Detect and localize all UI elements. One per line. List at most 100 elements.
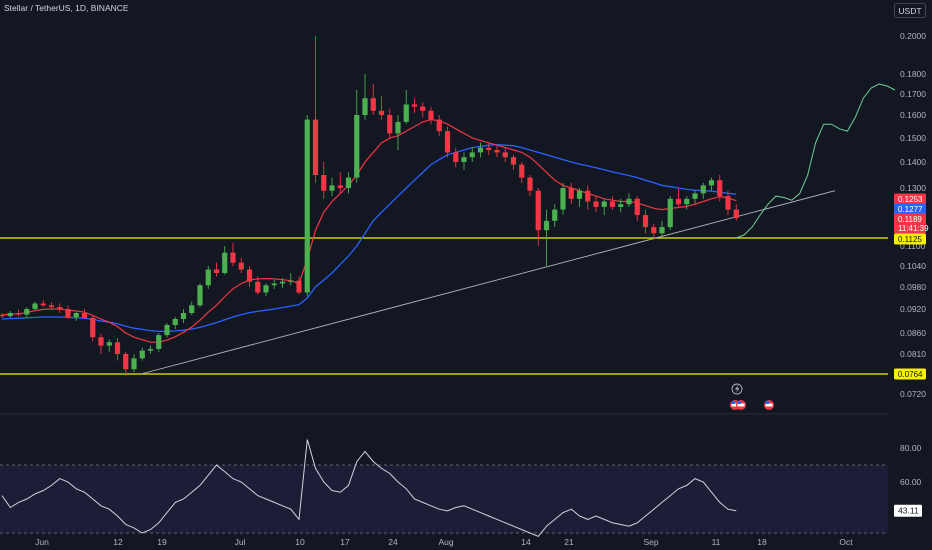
candle-body xyxy=(90,317,96,338)
candle-body xyxy=(667,198,673,228)
candle-body xyxy=(123,354,129,370)
rsi-tick-label: 80.00 xyxy=(900,443,922,453)
us-flag-icon[interactable] xyxy=(764,400,774,410)
event-icons[interactable] xyxy=(730,383,774,410)
candle-body xyxy=(362,98,368,115)
candle-body xyxy=(733,209,739,218)
candle-body xyxy=(156,335,162,349)
candle-body xyxy=(477,147,484,153)
candle-body xyxy=(73,313,79,317)
support-levels xyxy=(0,237,888,375)
candle-body xyxy=(48,305,55,308)
candle-body xyxy=(98,337,104,346)
price-label-bg xyxy=(894,222,926,234)
price-label-bg xyxy=(894,233,926,245)
candle-body xyxy=(700,185,706,194)
price-tick-label: 0.1800 xyxy=(900,69,926,79)
candle-body xyxy=(57,307,63,309)
us-flag-icon-canton xyxy=(737,401,741,404)
candle-body xyxy=(329,185,335,191)
candle-body xyxy=(321,175,327,191)
us-flag-icon-stripe xyxy=(765,403,773,407)
projection-path-group xyxy=(736,83,896,239)
rsi-line xyxy=(1,439,737,538)
lightning-icon-bolt xyxy=(735,385,740,393)
time-axis[interactable]: Jun 12 19 Jul 10 17 24 Aug 14 21 Sep 11 18 Oct xyxy=(35,537,853,547)
candle-body xyxy=(469,152,475,158)
projection-path xyxy=(736,83,896,239)
candle-body xyxy=(420,106,426,111)
price-label: 0.1253 xyxy=(898,195,923,204)
price-label: 0.0764 xyxy=(898,370,923,379)
candle-body xyxy=(296,280,302,293)
candle-body xyxy=(403,104,409,122)
candle-body xyxy=(659,227,665,234)
price-tick-label: 0.1700 xyxy=(900,89,926,99)
time-tick-label: 10 xyxy=(295,537,305,547)
candle-body xyxy=(651,227,657,234)
price-label: 11:41:39 xyxy=(898,224,929,233)
candle-body xyxy=(65,309,71,317)
candle-body xyxy=(494,150,500,153)
price-tick-label: 0.1100 xyxy=(900,241,926,251)
lightning-icon[interactable] xyxy=(731,383,743,395)
candle-body xyxy=(0,315,5,317)
candle-body xyxy=(246,269,253,282)
candle-body xyxy=(543,220,550,231)
candle-body xyxy=(634,198,640,216)
candle-body xyxy=(708,180,715,186)
candle-body xyxy=(114,342,121,354)
symbol-title[interactable]: Stellar / TetherUS, 1D, BINANCE xyxy=(4,3,129,13)
candle-body xyxy=(271,283,277,286)
candle-body xyxy=(626,198,632,205)
candle-body xyxy=(255,281,261,293)
candle-body xyxy=(24,309,30,315)
candle-body xyxy=(601,201,607,207)
rsi-band xyxy=(0,465,888,533)
price-tick-label: 0.2000 xyxy=(900,31,926,41)
candle-body xyxy=(106,342,112,346)
currency-button[interactable]: USDT xyxy=(894,3,926,18)
candle-body xyxy=(378,110,385,115)
candle-body xyxy=(180,313,187,319)
candle-body xyxy=(147,348,154,351)
candle-body xyxy=(502,152,508,158)
rsi-pane xyxy=(0,439,888,538)
price-tick-label: 0.0860 xyxy=(900,328,926,338)
candle-body xyxy=(370,98,376,111)
trendline[interactable] xyxy=(140,190,836,375)
us-flag-icon[interactable] xyxy=(736,400,746,410)
candle-body xyxy=(15,313,22,315)
candle-body xyxy=(81,313,88,318)
time-tick-label: 24 xyxy=(388,537,398,547)
price-tick-label: 0.1300 xyxy=(900,183,926,193)
candle-body xyxy=(527,177,533,191)
time-tick-label: 12 xyxy=(113,537,123,547)
candle-body xyxy=(238,262,244,270)
us-flag-icon-stripe xyxy=(737,403,745,407)
price-tick-label: 0.1400 xyxy=(900,157,926,167)
candle-body xyxy=(519,164,525,178)
rsi-value-label: 43.11 xyxy=(898,506,919,516)
price-label-bg xyxy=(894,368,926,380)
candle-body xyxy=(197,285,203,306)
candle-body xyxy=(618,204,624,207)
trendline-group[interactable] xyxy=(140,190,836,375)
candle-body xyxy=(139,350,145,359)
candle-body xyxy=(164,325,170,336)
price-label-bg xyxy=(894,213,926,225)
price-label-bg xyxy=(894,203,926,215)
candle-body xyxy=(172,319,178,325)
time-tick-label: 14 xyxy=(521,537,531,547)
candle-body xyxy=(461,157,467,162)
candle-body xyxy=(7,313,13,317)
candle-body xyxy=(692,193,698,199)
candle-body xyxy=(354,115,360,178)
time-tick-label: Sep xyxy=(643,537,658,547)
candle-body xyxy=(444,131,451,153)
price-axis[interactable]: 0.2000 0.1800 0.1700 0.1600 0.1500 0.1400 0.13… xyxy=(900,31,926,487)
candle-body xyxy=(213,269,220,273)
candle-body xyxy=(552,209,558,221)
